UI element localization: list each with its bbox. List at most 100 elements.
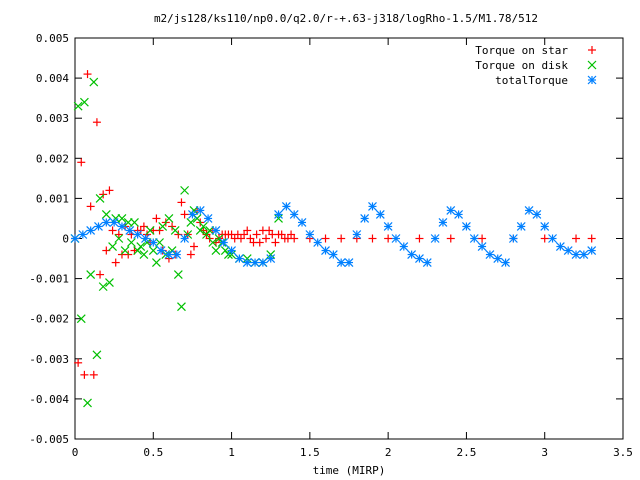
data-point — [493, 254, 503, 263]
data-point — [109, 218, 119, 227]
data-point — [344, 258, 354, 267]
data-point — [242, 258, 252, 267]
data-point — [148, 246, 158, 255]
data-point — [111, 258, 120, 267]
data-point — [196, 218, 205, 227]
y-tick-label: 0.001 — [36, 192, 69, 205]
data-point — [164, 214, 174, 223]
y-tick-label: 0.005 — [36, 32, 69, 45]
data-point — [168, 222, 177, 231]
data-point — [99, 190, 108, 199]
data-point — [563, 246, 573, 255]
data-point — [587, 246, 597, 255]
x-tick-label: 0 — [72, 446, 79, 459]
data-point — [277, 230, 286, 239]
data-point — [108, 242, 118, 251]
y-tick-label: -0.003 — [29, 353, 69, 366]
data-point — [114, 234, 124, 243]
data-point — [78, 230, 88, 239]
x-axis-label: time (MIRP) — [313, 464, 386, 477]
data-point — [172, 250, 182, 259]
y-tick-label: -0.004 — [29, 393, 69, 406]
data-point — [136, 226, 145, 235]
data-point — [155, 238, 164, 247]
data-point — [177, 302, 186, 312]
data-point — [516, 222, 526, 231]
data-point — [305, 230, 315, 239]
data-point — [266, 250, 276, 259]
data-point — [152, 214, 161, 223]
data-point — [161, 218, 170, 227]
data-point — [266, 254, 276, 263]
data-point — [156, 246, 166, 255]
data-point — [155, 226, 164, 235]
data-point — [227, 246, 236, 255]
data-point — [384, 234, 393, 243]
data-point — [336, 258, 346, 267]
data-point — [297, 218, 307, 227]
data-point — [189, 242, 198, 251]
data-point — [289, 210, 299, 219]
data-point — [186, 218, 196, 227]
data-point — [80, 370, 89, 379]
x-axis: 0 0.5 1 1.5 2 2.5 3 3.5 — [72, 38, 633, 459]
data-point — [234, 254, 244, 263]
y-tick-label: 0.004 — [36, 72, 69, 85]
y-tick-label: -0.001 — [29, 273, 69, 286]
data-point — [438, 218, 448, 227]
data-point — [337, 234, 346, 243]
data-point — [524, 206, 534, 215]
y-tick-label: -0.002 — [29, 313, 69, 326]
data-point — [86, 270, 96, 280]
data-point — [105, 278, 114, 288]
data-point — [375, 210, 385, 219]
data-point — [572, 234, 581, 243]
data-point — [383, 222, 393, 231]
data-point — [117, 222, 127, 231]
data-point — [478, 234, 487, 243]
data-point — [485, 250, 495, 259]
data-point — [96, 270, 105, 279]
data-point — [477, 242, 487, 251]
y-tick-label: 0.003 — [36, 112, 69, 125]
data-point — [579, 250, 589, 259]
series-totaltorque — [70, 201, 597, 267]
data-point — [321, 246, 330, 255]
data-point — [101, 210, 111, 219]
data-point — [148, 238, 158, 247]
data-point — [430, 234, 440, 243]
data-point — [258, 258, 268, 267]
data-point — [587, 234, 596, 243]
data-point — [205, 226, 215, 235]
y-tick-label: -0.005 — [29, 433, 69, 446]
data-point — [469, 234, 479, 243]
data-point — [180, 210, 189, 219]
data-point — [328, 250, 338, 259]
data-point — [208, 238, 218, 247]
data-point — [211, 246, 221, 255]
x-tick-label: 2 — [385, 446, 392, 459]
data-point — [571, 250, 581, 259]
data-point — [130, 218, 139, 227]
data-point — [532, 210, 542, 219]
data-point — [95, 193, 105, 203]
data-point — [250, 258, 260, 267]
data-point — [360, 214, 370, 223]
data-point — [86, 202, 95, 211]
data-point — [368, 234, 377, 243]
data-point — [73, 101, 83, 111]
data-point — [195, 226, 205, 235]
legend-label: Torque on star — [475, 44, 568, 57]
data-point — [211, 226, 221, 235]
legend: Torque on star Torque on disk totalTorque — [475, 44, 597, 87]
data-point — [164, 250, 174, 259]
data-point — [313, 238, 323, 247]
data-point — [133, 230, 143, 239]
data-point — [89, 370, 98, 379]
data-point — [83, 70, 92, 79]
legend-marker — [587, 75, 597, 85]
data-point — [415, 234, 424, 243]
data-point — [271, 238, 280, 247]
data-point — [141, 234, 150, 243]
